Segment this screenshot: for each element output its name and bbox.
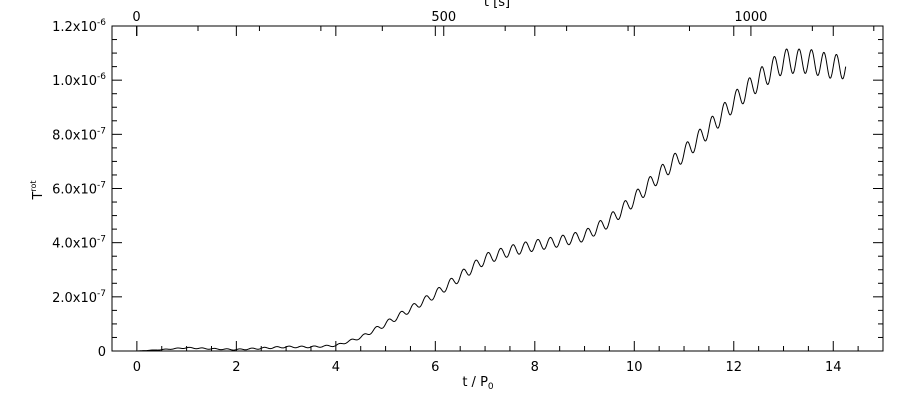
x-tick-label: 2: [232, 360, 240, 375]
y-tick-exponent: -7: [97, 181, 106, 191]
x-tick-label: 10: [626, 360, 643, 375]
y-tick-mantissa: 1.0x10: [52, 74, 97, 89]
y-axis-title: Trot: [29, 180, 46, 200]
x2-tick-label: 500: [431, 10, 456, 25]
plot-frame: [111, 25, 884, 352]
y-axis-title-main: T: [31, 192, 46, 201]
y-tick-mantissa: 2.0x10: [52, 291, 97, 306]
x2-tick-label: 1000: [734, 10, 767, 25]
y-tick-exponent: -7: [97, 126, 106, 136]
x2-tick-label: 0: [132, 10, 140, 25]
x-tick-label: 12: [726, 360, 743, 375]
x-axis-title-main: t / P: [462, 375, 488, 390]
y-tick-mantissa: 0: [98, 345, 106, 360]
y-tick-mantissa: 8.0x10: [52, 128, 97, 143]
x-axis-title-sub: 0: [488, 382, 494, 392]
y-tick-label: 4.0x10-7: [52, 235, 106, 252]
y-tick-label: 1.2x10-6: [52, 18, 106, 35]
x-tick-label: 0: [133, 360, 141, 375]
y-tick-label: 2.0x10-7: [52, 289, 106, 306]
y-tick-label: 1.0x10-6: [52, 72, 106, 89]
x-tick-label: 6: [431, 360, 439, 375]
x-tick-label: 4: [332, 360, 340, 375]
x-tick-label: 14: [825, 360, 842, 375]
series-line: [136, 48, 847, 352]
x-axis-title: t / P0: [462, 375, 494, 392]
y-tick-label: 6.0x10-7: [52, 181, 106, 198]
y-tick-mantissa: 1.2x10: [52, 20, 97, 35]
y-tick-exponent: -7: [97, 235, 106, 245]
y-tick-mantissa: 6.0x10: [52, 183, 97, 198]
ticks-layer: [112, 25, 884, 352]
y-tick-mantissa: 4.0x10: [52, 237, 97, 252]
y-tick-label: 0: [98, 345, 106, 360]
y-axis-title-sup: rot: [29, 180, 38, 191]
labels-layer: 0246810121405001000150002.0x10-74.0x10-7…: [52, 10, 842, 375]
x-tick-label: 8: [531, 360, 539, 375]
y-tick-exponent: -7: [97, 289, 106, 299]
y-tick-label: 8.0x10-7: [52, 126, 106, 143]
x2-axis-title: t [s]: [484, 0, 510, 10]
y-tick-exponent: -6: [97, 72, 106, 82]
y-tick-exponent: -6: [97, 18, 106, 28]
